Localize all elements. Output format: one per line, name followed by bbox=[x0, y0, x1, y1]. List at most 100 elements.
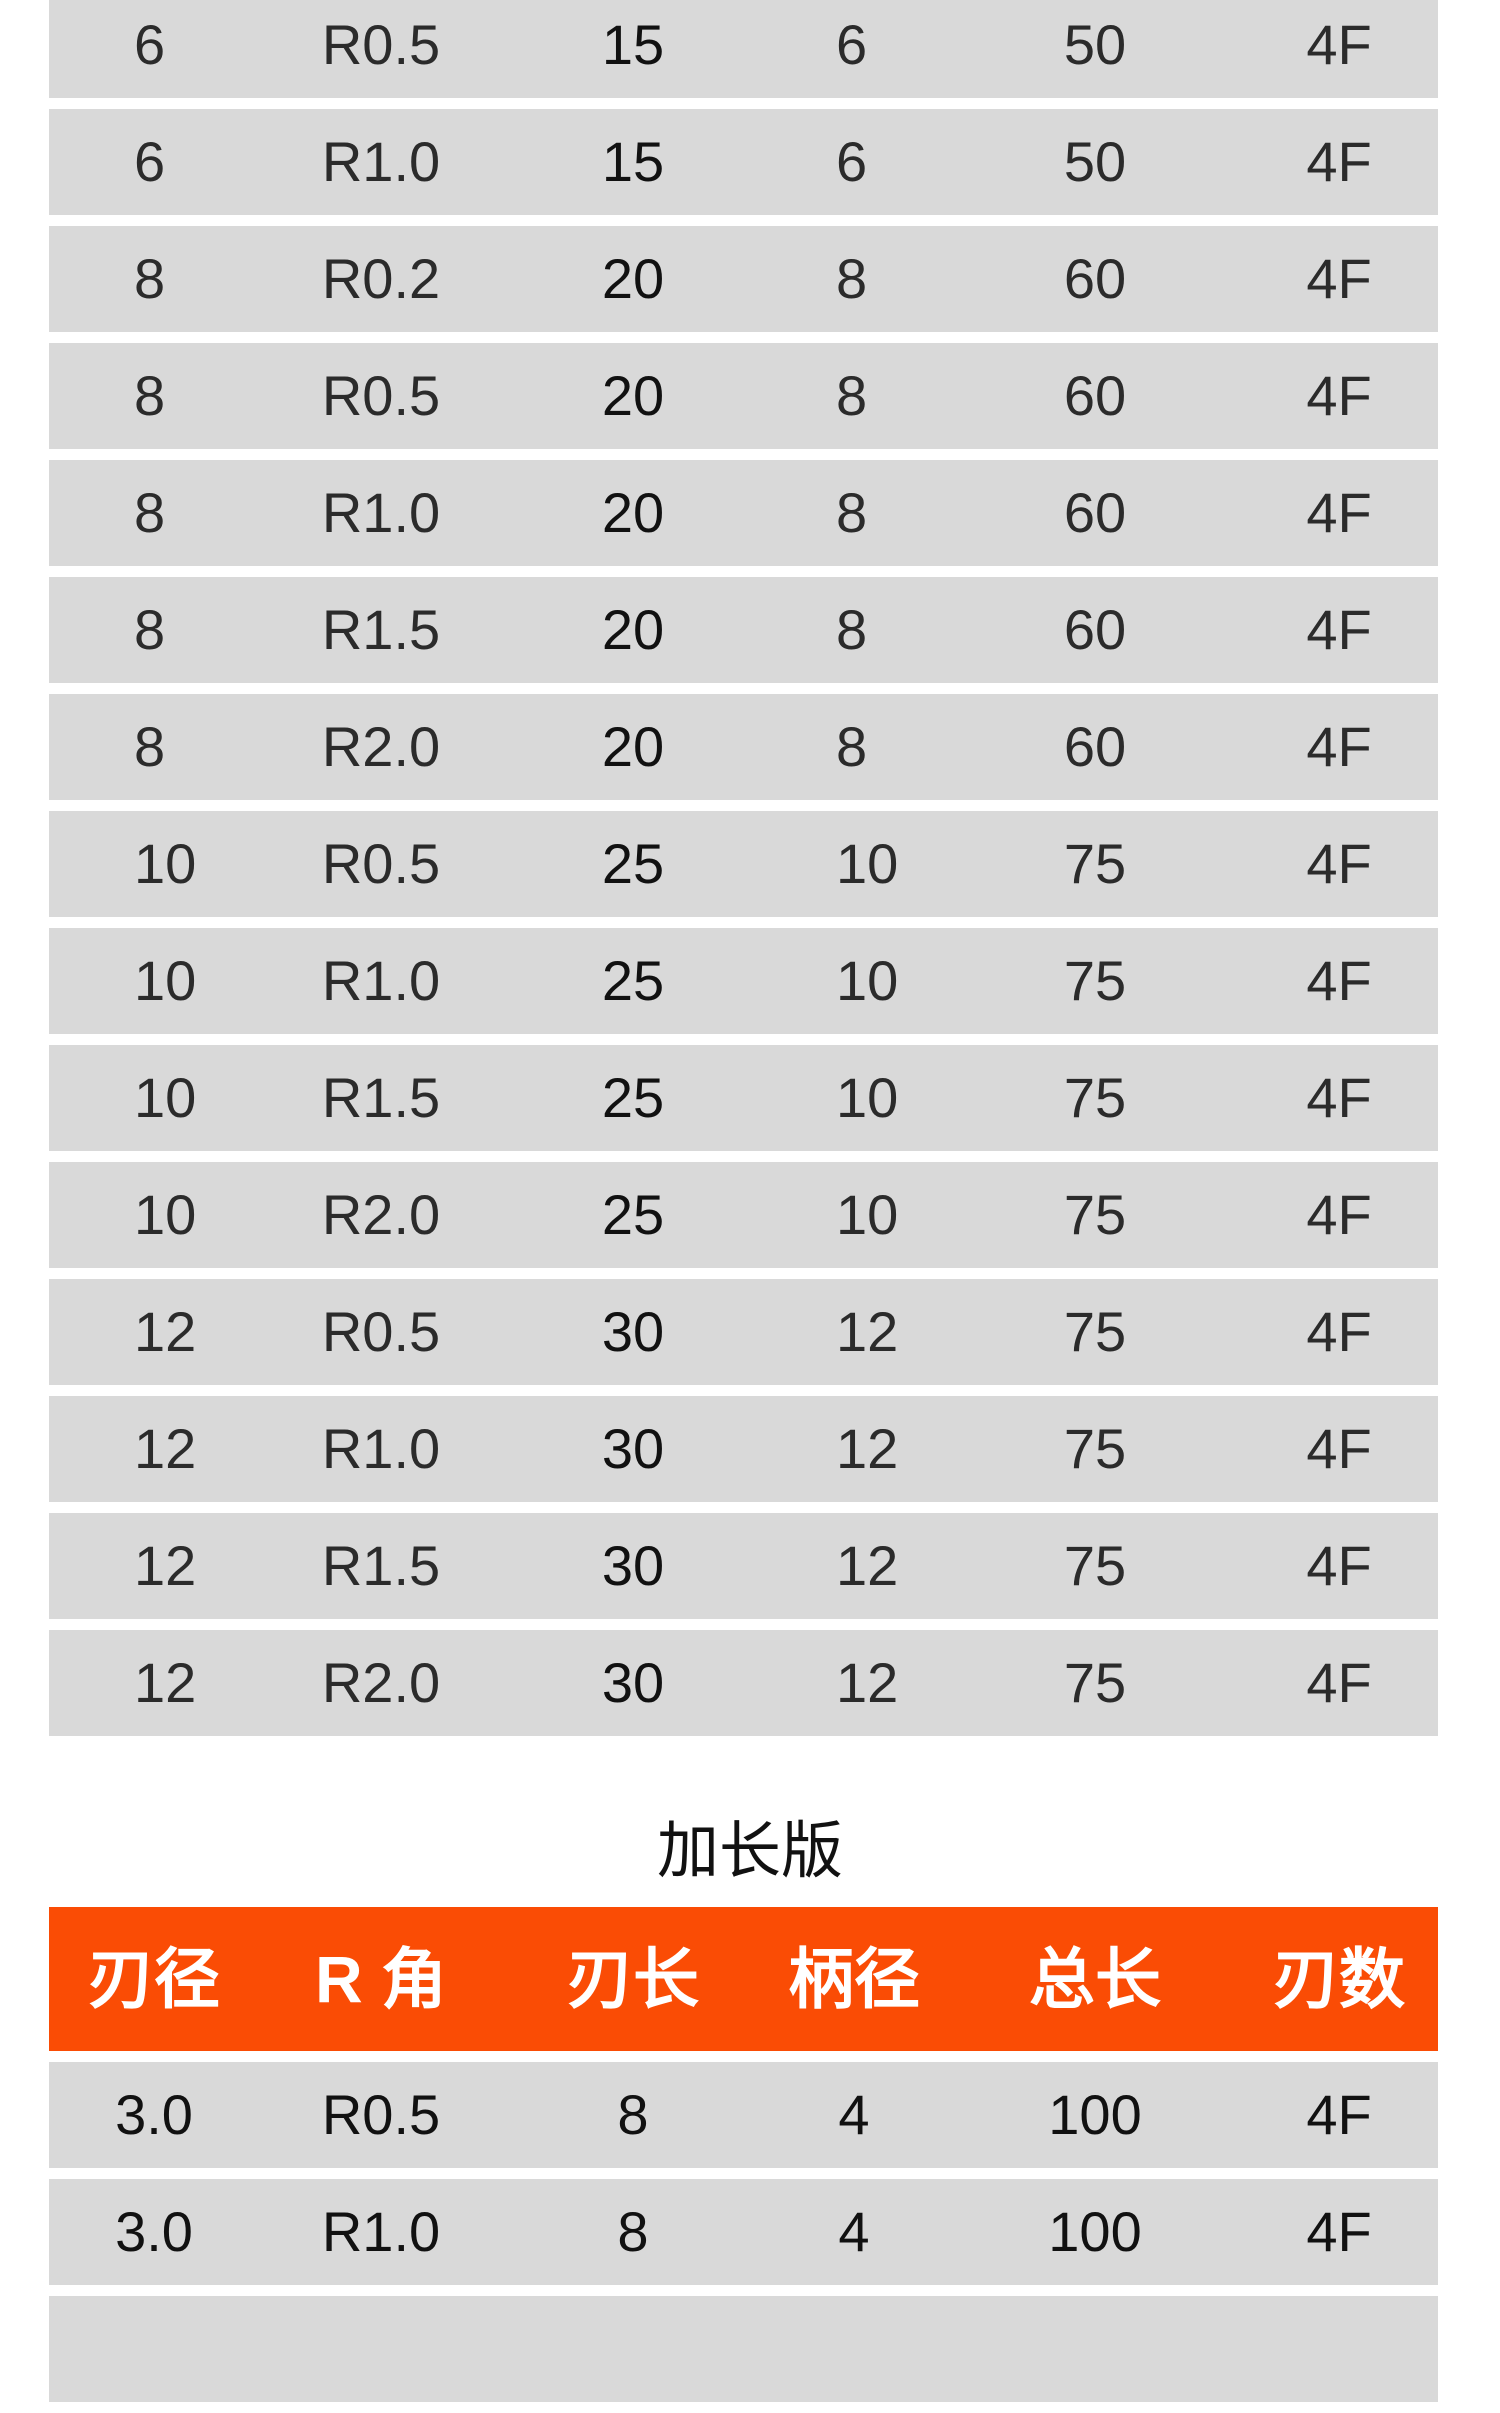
table-cell: R2.0 bbox=[321, 715, 441, 778]
table-cell: 4F bbox=[1306, 1417, 1372, 1480]
table-cell: 4F bbox=[1306, 130, 1372, 193]
table-cell: 10 bbox=[134, 949, 197, 1012]
table-cell: 4F bbox=[1306, 832, 1372, 895]
table-cell: 60 bbox=[1063, 715, 1127, 778]
table-cell: R1.0 bbox=[321, 2200, 441, 2263]
table-cell: 20 bbox=[601, 598, 665, 661]
table-row: 10 R2.0 25 10 75 4F bbox=[49, 1162, 1438, 1268]
table-cell: 10 bbox=[836, 1183, 899, 1246]
table-cell: 25 bbox=[601, 1066, 665, 1129]
table-cell: 10 bbox=[836, 832, 899, 895]
table-cell: 75 bbox=[1063, 832, 1127, 895]
table-cell: 6 bbox=[134, 13, 166, 76]
table-row: 12 R0.5 30 12 75 4F bbox=[49, 1279, 1438, 1385]
table-cell: 8 bbox=[836, 715, 868, 778]
table-row: 10 R1.5 25 10 75 4F bbox=[49, 1045, 1438, 1151]
table-row bbox=[49, 2296, 1438, 2402]
spec-table-standard: 6 R0.5 15 6 50 4F 6 R1.0 15 6 50 4F 8 R0.2 20 8 60 4F 8 R0.… bbox=[49, 0, 1438, 1747]
header-cell: 总长 bbox=[1029, 1942, 1161, 2016]
table-cell: 75 bbox=[1063, 1183, 1127, 1246]
table-cell: 30 bbox=[601, 1651, 665, 1714]
table-cell: 8 bbox=[836, 598, 868, 661]
table-cell: 8 bbox=[134, 247, 166, 310]
header-cell: 刃数 bbox=[1273, 1942, 1405, 2016]
table-row: 6 R1.0 15 6 50 4F bbox=[49, 109, 1438, 215]
table-cell: 75 bbox=[1063, 1300, 1127, 1363]
table-cell: R0.5 bbox=[321, 1300, 441, 1363]
table-cell: 30 bbox=[601, 1417, 665, 1480]
table-cell: 10 bbox=[836, 1066, 899, 1129]
table-cell: 8 bbox=[134, 598, 166, 661]
table-cell: 12 bbox=[134, 1417, 197, 1480]
table-cell: 4F bbox=[1306, 1066, 1372, 1129]
table-cell: 4F bbox=[1306, 598, 1372, 661]
table-cell: R1.0 bbox=[321, 130, 441, 193]
table-cell: 12 bbox=[836, 1651, 899, 1714]
table-cell: 4F bbox=[1306, 364, 1372, 427]
table-row: 3.0 R0.5 8 4 100 4F bbox=[49, 2062, 1438, 2168]
table-row: 8 R0.5 20 8 60 4F bbox=[49, 343, 1438, 449]
table-cell: R1.5 bbox=[321, 598, 441, 661]
table-cell: 8 bbox=[836, 481, 868, 544]
table-header: 刃径 R 角 刃长 柄径 总长 刃数 bbox=[49, 1907, 1438, 2051]
table-cell: 25 bbox=[601, 832, 665, 895]
header-cell: R 角 bbox=[315, 1942, 447, 2016]
table-cell: 4F bbox=[1306, 13, 1372, 76]
table-cell: 12 bbox=[836, 1417, 899, 1480]
table-cell: 12 bbox=[134, 1534, 197, 1597]
table-cell: 10 bbox=[836, 949, 899, 1012]
table-cell: 20 bbox=[601, 364, 665, 427]
table-cell: 4F bbox=[1306, 247, 1372, 310]
header-cell: 柄径 bbox=[788, 1942, 920, 2016]
table-cell: 4F bbox=[1306, 1300, 1372, 1363]
table-cell: 20 bbox=[601, 247, 665, 310]
table-cell: R1.0 bbox=[321, 481, 441, 544]
table-cell: 4F bbox=[1306, 715, 1372, 778]
table-row: 6 R0.5 15 6 50 4F bbox=[49, 0, 1438, 98]
table-cell: R1.5 bbox=[321, 1066, 441, 1129]
table-cell: 30 bbox=[601, 1534, 665, 1597]
table-cell: 60 bbox=[1063, 598, 1127, 661]
table-cell: 60 bbox=[1063, 364, 1127, 427]
table-cell: 50 bbox=[1063, 130, 1127, 193]
table-row: 3.0 R1.0 8 4 100 4F bbox=[49, 2179, 1438, 2285]
header-cell: 刃长 bbox=[567, 1942, 699, 2016]
table-cell: 4F bbox=[1306, 1651, 1372, 1714]
table-cell: 75 bbox=[1063, 1417, 1127, 1480]
table-row: 12 R2.0 30 12 75 4F bbox=[49, 1630, 1438, 1736]
table-cell: 15 bbox=[601, 13, 665, 76]
table-cell: R0.5 bbox=[321, 2083, 441, 2146]
table-cell: 60 bbox=[1063, 247, 1127, 310]
table-cell: 8 bbox=[617, 2083, 649, 2146]
table-cell: 4F bbox=[1306, 2083, 1372, 2146]
table-cell: 10 bbox=[134, 1183, 197, 1246]
table-row: 10 R0.5 25 10 75 4F bbox=[49, 811, 1438, 917]
table-cell: 15 bbox=[601, 130, 665, 193]
table-cell: R1.0 bbox=[321, 949, 441, 1012]
table-cell: 4 bbox=[838, 2083, 870, 2146]
table-cell: R1.0 bbox=[321, 1417, 441, 1480]
section-title: 加长版 bbox=[656, 1817, 843, 1886]
table-cell: 25 bbox=[601, 1183, 665, 1246]
table-cell: 8 bbox=[134, 364, 166, 427]
table-cell: 10 bbox=[134, 832, 197, 895]
table-cell: 75 bbox=[1063, 949, 1127, 1012]
table-cell: 3.0 bbox=[115, 2083, 193, 2146]
table-cell: 6 bbox=[836, 130, 868, 193]
table-cell: 12 bbox=[134, 1300, 197, 1363]
table-cell: 12 bbox=[836, 1534, 899, 1597]
table-cell: 50 bbox=[1063, 13, 1127, 76]
table-cell: 4F bbox=[1306, 1534, 1372, 1597]
table-cell: 8 bbox=[836, 247, 868, 310]
table-cell: 8 bbox=[836, 364, 868, 427]
table-cell: 100 bbox=[1048, 2083, 1142, 2146]
spec-table-extended: 刃径 R 角 刃长 柄径 总长 刃数 3.0 R0.5 8 4 100 4F 3.0 R1.0 8 4 100… bbox=[49, 1907, 1438, 2413]
table-cell: 8 bbox=[134, 481, 166, 544]
table-row: 8 R1.5 20 8 60 4F bbox=[49, 577, 1438, 683]
table-cell: 4F bbox=[1306, 2200, 1372, 2263]
table-cell: R2.0 bbox=[321, 1183, 441, 1246]
table-row: 12 R1.0 30 12 75 4F bbox=[49, 1396, 1438, 1502]
table-cell: 60 bbox=[1063, 481, 1127, 544]
table-cell: 12 bbox=[134, 1651, 197, 1714]
table-cell: 8 bbox=[617, 2200, 649, 2263]
